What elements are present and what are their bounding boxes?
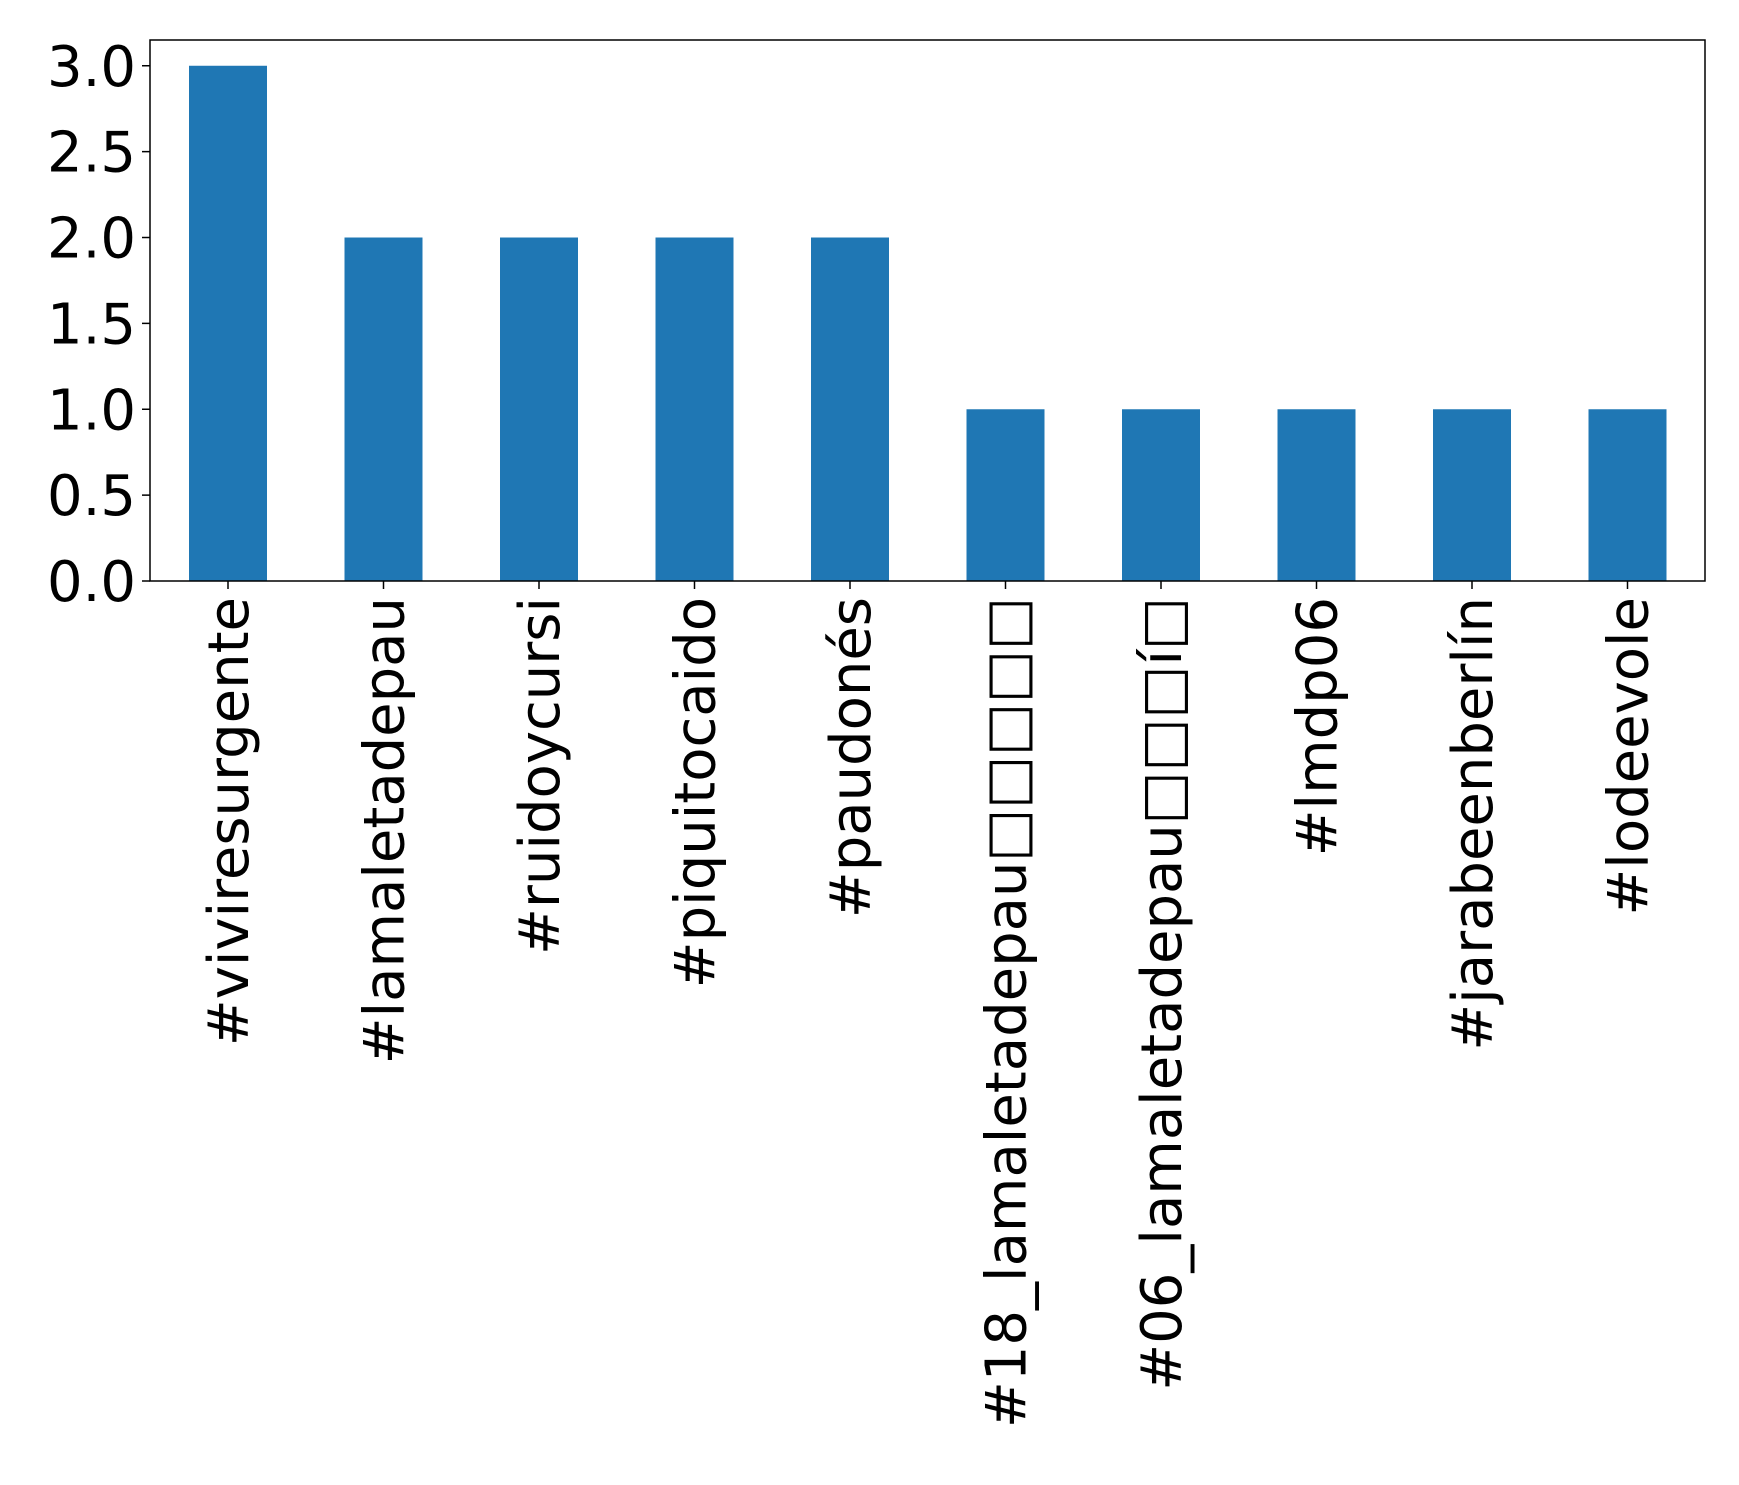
x-tick-label: #piquitocaido bbox=[664, 597, 729, 988]
bar bbox=[1277, 409, 1356, 581]
x-tick-label: #lmdp06 bbox=[1286, 597, 1351, 856]
y-tick-label: 2.0 bbox=[47, 207, 136, 272]
y-tick-label: 1.5 bbox=[47, 292, 136, 357]
bar bbox=[500, 237, 578, 581]
bar bbox=[966, 409, 1045, 581]
bar bbox=[344, 237, 423, 581]
y-tick-label: 3.0 bbox=[47, 35, 136, 100]
bars-group bbox=[189, 65, 1667, 581]
x-axis: #viviresurgente #lamaletadepau #ruidoycurs… bbox=[197, 581, 1662, 1428]
x-tick-label: #jarabeenberlín bbox=[1441, 597, 1506, 1051]
x-tick-label: #viviresurgente bbox=[197, 597, 262, 1046]
bar bbox=[811, 237, 889, 581]
x-tick-label: #06_lamaletadepau□□□í□ bbox=[1130, 597, 1195, 1391]
x-tick-label: #ruidoycursi bbox=[508, 597, 573, 955]
x-tick-label: #18_lamaletadepau□□□□□ bbox=[975, 597, 1040, 1428]
bar bbox=[1122, 409, 1200, 581]
y-tick-label: 1.0 bbox=[47, 378, 136, 443]
bar bbox=[1433, 409, 1511, 581]
bar bbox=[655, 237, 734, 581]
bar bbox=[189, 65, 267, 581]
plot-frame bbox=[149, 39, 1706, 582]
bar bbox=[1588, 409, 1667, 581]
y-tick-label: 0.5 bbox=[47, 464, 136, 529]
y-tick-label: 0.0 bbox=[47, 550, 136, 615]
x-tick-label: #lodeevole bbox=[1597, 597, 1662, 916]
x-tick-label: #lamaletadepau bbox=[353, 597, 418, 1064]
x-tick-label: #paudonés bbox=[819, 597, 884, 918]
y-axis: 0.0 0.5 1.0 1.5 2.0 2.5 3.0 bbox=[47, 35, 150, 615]
y-tick-label: 2.5 bbox=[47, 121, 136, 186]
